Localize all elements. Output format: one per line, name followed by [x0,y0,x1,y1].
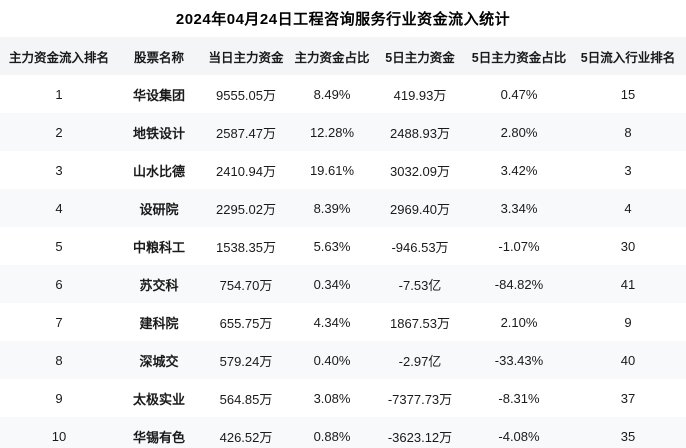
today-main-pct-cell: 0.34% [292,265,372,303]
stock-name-cell: 山水比德 [118,151,200,189]
today-main-pct-cell: 0.40% [292,341,372,379]
table-row: 10 华锡有色 426.52万 0.88% -3623.12万 -4.08% 3… [0,417,686,448]
table-row: 1 华设集团 9555.05万 8.49% 419.93万 0.47% 15 [0,75,686,113]
five-day-industry-rank-cell: 3 [570,151,686,189]
five-day-industry-rank-cell: 41 [570,265,686,303]
five-day-industry-rank-cell: 30 [570,227,686,265]
stock-name-cell: 深城交 [118,341,200,379]
five-day-main-pct-cell: -1.07% [468,227,570,265]
today-main-pct-cell: 19.61% [292,151,372,189]
five-day-industry-rank-cell: 40 [570,341,686,379]
rank-cell: 9 [0,379,118,417]
today-main-fund-cell: 2587.47万 [200,113,292,151]
five-day-main-pct-cell: 3.42% [468,151,570,189]
header-today-main-fund: 当日主力资金 [200,37,292,75]
five-day-main-fund-cell: 2969.40万 [372,189,468,227]
today-main-fund-cell: 655.75万 [200,303,292,341]
today-main-fund-cell: 579.24万 [200,341,292,379]
stock-name-cell: 建科院 [118,303,200,341]
five-day-main-fund-cell: 2488.93万 [372,113,468,151]
five-day-industry-rank-cell: 35 [570,417,686,448]
header-stock-name: 股票名称 [118,37,200,75]
header-main-inflow-rank: 主力资金流入排名 [0,37,118,75]
rank-cell: 10 [0,417,118,448]
table-row: 6 苏交科 754.70万 0.34% -7.53亿 -84.82% 41 [0,265,686,303]
five-day-main-fund-cell: 419.93万 [372,75,468,113]
today-main-fund-cell: 2295.02万 [200,189,292,227]
five-day-main-pct-cell: 0.47% [468,75,570,113]
five-day-main-fund-cell: -3623.12万 [372,417,468,448]
five-day-main-fund-cell: -946.53万 [372,227,468,265]
five-day-industry-rank-cell: 8 [570,113,686,151]
stock-name-cell: 华锡有色 [118,417,200,448]
five-day-main-fund-cell: 1867.53万 [372,303,468,341]
today-main-pct-cell: 3.08% [292,379,372,417]
rank-cell: 2 [0,113,118,151]
rank-cell: 4 [0,189,118,227]
header-five-day-main-fund: 5日主力资金 [372,37,468,75]
fund-flow-table: 主力资金流入排名 股票名称 当日主力资金 主力资金占比 5日主力资金 5日主力资… [0,37,686,448]
five-day-main-pct-cell: -8.31% [468,379,570,417]
rank-cell: 7 [0,303,118,341]
today-main-fund-cell: 426.52万 [200,417,292,448]
table-row: 8 深城交 579.24万 0.40% -2.97亿 -33.43% 40 [0,341,686,379]
today-main-pct-cell: 5.63% [292,227,372,265]
five-day-industry-rank-cell: 37 [570,379,686,417]
five-day-main-fund-cell: 3032.09万 [372,151,468,189]
five-day-main-pct-cell: -4.08% [468,417,570,448]
rank-cell: 6 [0,265,118,303]
five-day-main-fund-cell: -7.53亿 [372,265,468,303]
five-day-industry-rank-cell: 9 [570,303,686,341]
today-main-pct-cell: 12.28% [292,113,372,151]
stock-name-cell: 太极实业 [118,379,200,417]
stock-name-cell: 中粮科工 [118,227,200,265]
today-main-pct-cell: 4.34% [292,303,372,341]
table-header-row: 主力资金流入排名 股票名称 当日主力资金 主力资金占比 5日主力资金 5日主力资… [0,37,686,75]
header-five-day-industry-rank: 5日流入行业排名 [570,37,686,75]
five-day-main-fund-cell: -2.97亿 [372,341,468,379]
header-today-main-pct: 主力资金占比 [292,37,372,75]
table-row: 3 山水比德 2410.94万 19.61% 3032.09万 3.42% 3 [0,151,686,189]
rank-cell: 5 [0,227,118,265]
today-main-fund-cell: 2410.94万 [200,151,292,189]
five-day-main-pct-cell: 3.34% [468,189,570,227]
page-title: 2024年04月24日工程咨询服务行业资金流入统计 [175,11,511,28]
five-day-main-pct-cell: 2.10% [468,303,570,341]
stock-name-cell: 设研院 [118,189,200,227]
five-day-main-pct-cell: -84.82% [468,265,570,303]
today-main-pct-cell: 8.39% [292,189,372,227]
five-day-industry-rank-cell: 4 [570,189,686,227]
stock-name-cell: 地铁设计 [118,113,200,151]
table-row: 7 建科院 655.75万 4.34% 1867.53万 2.10% 9 [0,303,686,341]
five-day-main-pct-cell: -33.43% [468,341,570,379]
header-five-day-main-pct: 5日主力资金占比 [468,37,570,75]
five-day-industry-rank-cell: 15 [570,75,686,113]
today-main-pct-cell: 8.49% [292,75,372,113]
today-main-fund-cell: 754.70万 [200,265,292,303]
table-row: 4 设研院 2295.02万 8.39% 2969.40万 3.34% 4 [0,189,686,227]
table-row: 2 地铁设计 2587.47万 12.28% 2488.93万 2.80% 8 [0,113,686,151]
today-main-fund-cell: 564.85万 [200,379,292,417]
stock-name-cell: 苏交科 [118,265,200,303]
table-row: 9 太极实业 564.85万 3.08% -7377.73万 -8.31% 37 [0,379,686,417]
today-main-pct-cell: 0.88% [292,417,372,448]
five-day-main-fund-cell: -7377.73万 [372,379,468,417]
today-main-fund-cell: 1538.35万 [200,227,292,265]
rank-cell: 3 [0,151,118,189]
today-main-fund-cell: 9555.05万 [200,75,292,113]
rank-cell: 1 [0,75,118,113]
five-day-main-pct-cell: 2.80% [468,113,570,151]
rank-cell: 8 [0,341,118,379]
table-row: 5 中粮科工 1538.35万 5.63% -946.53万 -1.07% 30 [0,227,686,265]
stock-name-cell: 华设集团 [118,75,200,113]
